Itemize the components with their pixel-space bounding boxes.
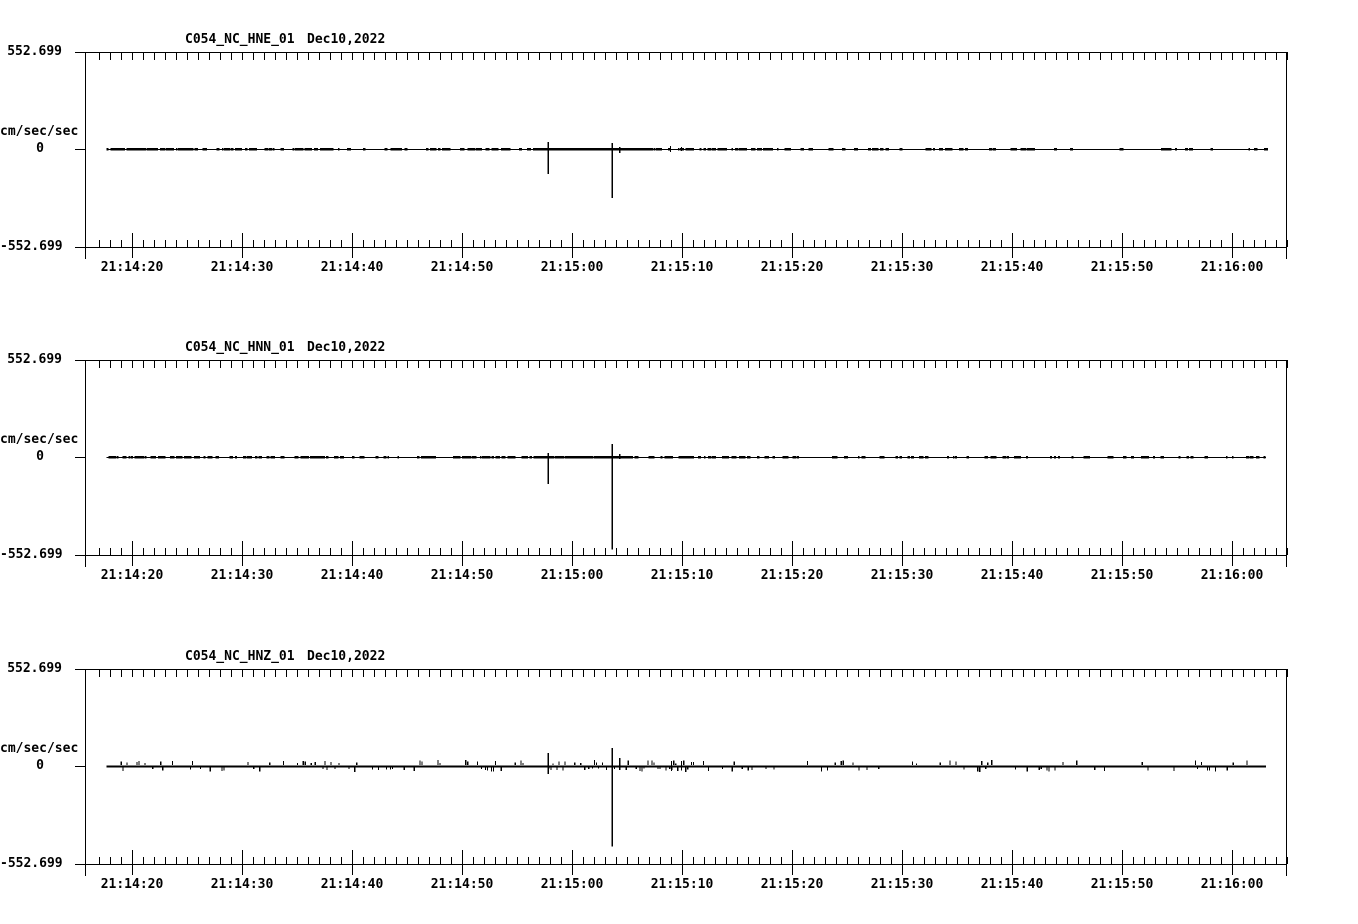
y-axis-max-label: 552.699 — [7, 44, 62, 59]
y-axis-min-label: -552.699 — [0, 856, 63, 871]
x-tick-label: 21:14:20 — [100, 260, 164, 275]
x-tick-label: 21:16:00 — [1200, 877, 1264, 892]
seismogram-panel-hnn: C054_NC_HNN_01 Dec10,2022 552.699 cm/sec… — [0, 341, 1358, 593]
x-tick-label: 21:15:50 — [1090, 568, 1154, 583]
x-tick-label: 21:15:20 — [760, 568, 824, 583]
seismogram-panel-hne: C054_NC_HNE_01 Dec10,2022 552.699 cm/sec… — [0, 33, 1358, 285]
waveform-plot-hnz — [75, 669, 1288, 876]
x-tick-label: 21:16:00 — [1200, 260, 1264, 275]
station-channel-label: C054_NC_HNZ_01 — [185, 649, 295, 664]
waveform-plot-hne — [75, 52, 1288, 259]
y-axis-min-label: -552.699 — [0, 239, 63, 254]
x-tick-label: 21:16:00 — [1200, 568, 1264, 583]
x-tick-label: 21:15:20 — [760, 260, 824, 275]
x-tick-label: 21:15:20 — [760, 877, 824, 892]
x-tick-label: 21:14:30 — [210, 877, 274, 892]
y-axis-max-label: 552.699 — [7, 661, 62, 676]
y-axis-min-label: -552.699 — [0, 547, 63, 562]
waveform-plot-hnn — [75, 360, 1288, 567]
x-tick-label: 21:14:50 — [430, 877, 494, 892]
x-tick-label: 21:14:30 — [210, 260, 274, 275]
x-tick-label: 21:14:40 — [320, 877, 384, 892]
x-tick-label: 21:15:30 — [870, 260, 934, 275]
x-tick-label: 21:15:40 — [980, 877, 1044, 892]
y-axis-zero-label: 0 — [36, 449, 44, 464]
x-tick-label: 21:15:50 — [1090, 260, 1154, 275]
y-axis-unit-label: cm/sec/sec — [0, 741, 79, 756]
x-tick-label: 21:15:40 — [980, 260, 1044, 275]
x-tick-label: 21:15:00 — [540, 260, 604, 275]
date-label: Dec10,2022 — [307, 340, 386, 355]
x-tick-label: 21:15:10 — [650, 877, 714, 892]
x-tick-label: 21:15:10 — [650, 568, 714, 583]
seismogram-panel-hnz: C054_NC_HNZ_01 Dec10,2022 552.699 cm/sec… — [0, 650, 1358, 902]
date-label: Dec10,2022 — [307, 649, 386, 664]
x-tick-label: 21:15:50 — [1090, 877, 1154, 892]
x-tick-label: 21:15:30 — [870, 877, 934, 892]
y-axis-unit-label: cm/sec/sec — [0, 124, 79, 139]
x-tick-label: 21:14:30 — [210, 568, 274, 583]
x-tick-label: 21:15:10 — [650, 260, 714, 275]
x-tick-label: 21:15:00 — [540, 877, 604, 892]
x-tick-label: 21:14:20 — [100, 568, 164, 583]
date-label: Dec10,2022 — [307, 32, 386, 47]
station-channel-label: C054_NC_HNE_01 — [185, 32, 295, 47]
x-tick-label: 21:14:40 — [320, 568, 384, 583]
y-axis-zero-label: 0 — [36, 141, 44, 156]
y-axis-max-label: 552.699 — [7, 352, 62, 367]
station-channel-label: C054_NC_HNN_01 — [185, 340, 295, 355]
x-tick-label: 21:15:00 — [540, 568, 604, 583]
y-axis-unit-label: cm/sec/sec — [0, 432, 79, 447]
y-axis-zero-label: 0 — [36, 758, 44, 773]
x-tick-label: 21:15:40 — [980, 568, 1044, 583]
x-tick-label: 21:15:30 — [870, 568, 934, 583]
x-tick-label: 21:14:50 — [430, 568, 494, 583]
x-tick-label: 21:14:50 — [430, 260, 494, 275]
x-tick-label: 21:14:20 — [100, 877, 164, 892]
x-tick-label: 21:14:40 — [320, 260, 384, 275]
